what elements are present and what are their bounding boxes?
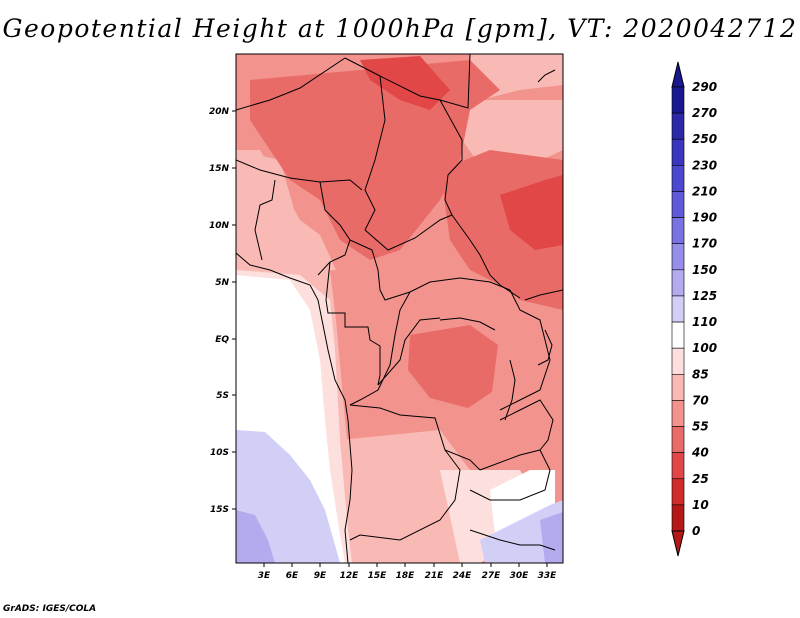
country-border — [364, 214, 453, 251]
field-region-light_blue — [480, 500, 563, 563]
lat-tick-label: 5N — [215, 278, 229, 288]
colorbar-label: 40 — [691, 446, 709, 460]
colorbar-label: 190 — [692, 211, 717, 225]
colorbar-segment — [671, 400, 685, 427]
country-border — [499, 399, 554, 451]
map-title: Geopotential Height at 1000hPa [gpm], VT… — [2, 14, 798, 43]
colorbar-segment — [671, 217, 685, 245]
colorbar-label: 25 — [692, 472, 709, 486]
lat-tick-label: 10N — [209, 221, 230, 231]
colorbar-label: 210 — [692, 184, 717, 198]
colorbar-top-arrow — [671, 61, 685, 88]
colorbar-segment — [671, 478, 685, 506]
country-border — [439, 99, 463, 216]
country-border — [349, 404, 481, 471]
colorbar-label: 270 — [692, 106, 717, 120]
country-border — [524, 289, 563, 301]
axis-ticks: 20N 15N 10N 5N EQ 5S 10S 15S 3E 6E 9E 12E 15E 18E 21E 2… — [209, 107, 557, 581]
colorbar-label: 85 — [692, 367, 709, 381]
country-border — [236, 252, 353, 563]
colorbar-segment — [671, 191, 685, 218]
country-border — [236, 57, 346, 111]
country-border — [344, 57, 441, 101]
lon-tick-label: 12E — [340, 571, 360, 581]
colorbar-label: 150 — [692, 263, 717, 277]
lat-tick-label: 10S — [210, 448, 229, 458]
field-region-deep_blue — [540, 512, 563, 563]
country-border — [325, 261, 381, 386]
colorbar-segment — [671, 269, 685, 297]
field-region-light_pink — [236, 150, 336, 272]
colorbar-label: 10 — [692, 498, 709, 512]
country-border — [499, 289, 551, 411]
country-border — [469, 449, 551, 501]
country-border — [364, 75, 386, 231]
lon-tick-label: 3E — [258, 571, 271, 581]
field-region-light_pink — [340, 430, 480, 563]
lon-tick-label: 6E — [286, 571, 299, 581]
lon-tick-label: 30E — [510, 571, 530, 581]
lat-tick-label: 20N — [209, 107, 230, 117]
colorbar-segment — [671, 504, 685, 532]
lat-tick-label: 15N — [209, 164, 230, 174]
colorbar-segment — [671, 373, 685, 401]
colorbar-segment — [671, 138, 685, 166]
lon-tick-label: 33E — [538, 571, 558, 581]
border-layer — [236, 54, 563, 563]
colorbar-segment — [671, 86, 685, 114]
grads-credit: GrADS: IGES/COLA — [3, 604, 97, 614]
country-border — [349, 239, 511, 301]
colorbar-label: 230 — [692, 158, 717, 172]
colorbar-label: 170 — [692, 237, 717, 251]
colorbar-label: 55 — [692, 420, 709, 434]
lon-tick-label: 24E — [453, 571, 473, 581]
lon-tick-label: 21E — [425, 571, 445, 581]
lon-tick-label: 9E — [314, 571, 327, 581]
lon-tick-label: 15E — [368, 571, 388, 581]
country-border — [349, 291, 411, 406]
field-region-red — [360, 56, 450, 110]
lat-tick-label: 5S — [216, 391, 229, 401]
colorbar-label: 110 — [692, 315, 717, 329]
colorbar-segment — [671, 112, 685, 140]
country-border — [439, 317, 496, 331]
lon-tick-label: 27E — [482, 571, 502, 581]
country-border — [537, 329, 553, 366]
colorbar-bottom-arrow — [671, 530, 685, 557]
map-frame — [235, 53, 564, 564]
colorbar-label: 70 — [692, 393, 709, 407]
field-region-deep_blue — [236, 510, 275, 563]
colorbar-segment — [671, 426, 685, 453]
colorbar-segment — [671, 295, 685, 323]
country-border — [537, 69, 556, 83]
country-border — [236, 159, 363, 191]
country-border — [377, 317, 441, 386]
lat-tick-label: 15S — [210, 505, 229, 515]
lat-tick-label: EQ — [215, 335, 229, 345]
colorbar-segment — [671, 243, 685, 271]
colorbar-label: 0 — [692, 524, 700, 538]
colorbar-label: 100 — [692, 341, 717, 355]
country-border — [349, 449, 461, 541]
colorbar-label: 250 — [692, 132, 717, 146]
colorbar-label: 125 — [692, 289, 717, 303]
colorbar-label: 290 — [692, 80, 717, 94]
country-border — [469, 529, 556, 551]
field-region-salmon — [408, 325, 498, 408]
colorbar-segment — [671, 321, 685, 349]
country-border — [439, 54, 471, 109]
colorbar-segment — [671, 347, 685, 375]
country-border — [254, 179, 276, 261]
colorbar-segment — [671, 165, 685, 192]
country-border — [504, 359, 516, 421]
field-region-red — [500, 175, 563, 250]
lon-tick-label: 18E — [396, 571, 416, 581]
colorbar-segment — [671, 452, 685, 480]
